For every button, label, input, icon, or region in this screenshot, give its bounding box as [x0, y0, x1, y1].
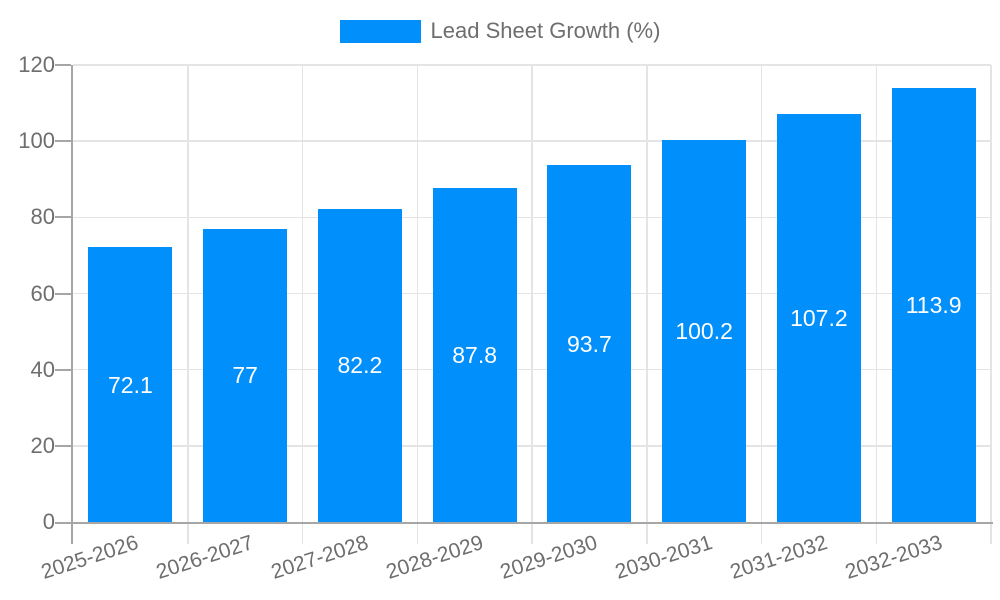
- x-axis-tick: [875, 524, 877, 544]
- y-tick-label: 0: [42, 509, 55, 534]
- y-tick-label: 80: [30, 204, 55, 230]
- legend-item-lead-sheet-growth[interactable]: Lead Sheet Growth (%): [339, 18, 661, 44]
- x-axis-tick: [990, 524, 992, 544]
- x-axis-tick: [416, 524, 418, 544]
- y-axis-tick: [55, 140, 71, 143]
- x-axis-line: [55, 522, 993, 524]
- x-axis-tick: [301, 524, 304, 544]
- vertical-gridline: [187, 65, 189, 522]
- vertical-gridline: [760, 65, 763, 522]
- y-tick-label: 60: [30, 280, 55, 306]
- y-axis-tick: [55, 444, 71, 447]
- bar: [432, 187, 517, 522]
- x-axis-tick: [187, 524, 189, 544]
- y-axis-line: [71, 65, 73, 544]
- legend-swatch-icon: [339, 19, 421, 43]
- x-axis-tick: [646, 524, 648, 544]
- legend-label: Lead Sheet Growth (%): [430, 18, 661, 43]
- y-axis-tick: [55, 368, 71, 371]
- bar: [88, 247, 173, 522]
- bar: [203, 228, 288, 522]
- x-axis-tick: [760, 524, 763, 544]
- bar: [662, 140, 747, 522]
- y-tick-label: 100: [18, 128, 55, 154]
- bar: [317, 208, 402, 522]
- vertical-gridline: [646, 65, 648, 522]
- vertical-gridline: [416, 65, 418, 522]
- bar-value-label: 87.8: [452, 341, 497, 368]
- vertical-gridline: [531, 65, 533, 522]
- bar-value-label: 100.2: [675, 318, 733, 345]
- bar: [547, 165, 632, 522]
- x-axis-tick: [531, 524, 533, 544]
- bar-value-label: 113.9: [905, 292, 962, 319]
- y-tick-label: 120: [18, 52, 55, 77]
- y-axis-tick: [55, 216, 71, 219]
- vertical-gridline: [990, 65, 992, 522]
- bar-value-label: 77: [232, 362, 258, 389]
- vertical-gridline: [875, 65, 877, 522]
- bar: [891, 88, 976, 522]
- y-axis-tick: [55, 292, 71, 295]
- y-tick-label: 40: [30, 356, 55, 382]
- bar: [776, 113, 861, 522]
- bar-value-label: 107.2: [790, 304, 848, 331]
- bar-value-label: 82.2: [337, 352, 383, 379]
- chart-legend: Lead Sheet Growth (%): [0, 18, 1000, 44]
- vertical-gridline: [301, 65, 304, 522]
- y-axis-tick: [55, 64, 71, 66]
- bar-value-label: 93.7: [566, 330, 612, 357]
- bar-value-label: 72.1: [107, 371, 153, 398]
- y-tick-label: 20: [30, 432, 55, 458]
